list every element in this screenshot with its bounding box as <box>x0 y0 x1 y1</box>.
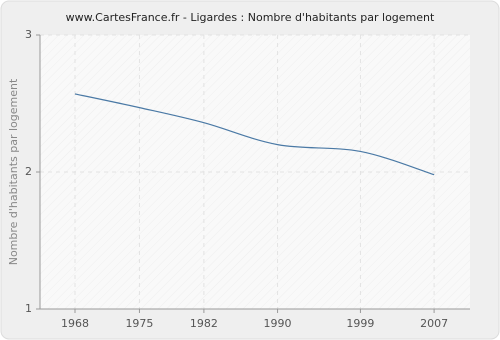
grid <box>40 34 470 310</box>
y-tick-label: 3 <box>25 28 32 41</box>
x-tick-label: 1990 <box>264 317 292 330</box>
line <box>74 93 435 176</box>
x-tick-label: 2007 <box>420 317 448 330</box>
y-axis-label: Nombre d'habitants par logement <box>7 78 20 265</box>
marks <box>74 93 435 176</box>
chart-title: www.CartesFrance.fr - Ligardes : Nombre … <box>66 11 435 24</box>
x-tick-label: 1982 <box>190 317 218 330</box>
x-tick-label: 1999 <box>346 317 374 330</box>
x-tick-label: 1968 <box>61 317 89 330</box>
plot-area <box>40 35 470 309</box>
y-tick-label: 1 <box>25 302 32 315</box>
x-tick-label: 1975 <box>125 317 153 330</box>
y-tick-label: 2 <box>25 165 32 178</box>
